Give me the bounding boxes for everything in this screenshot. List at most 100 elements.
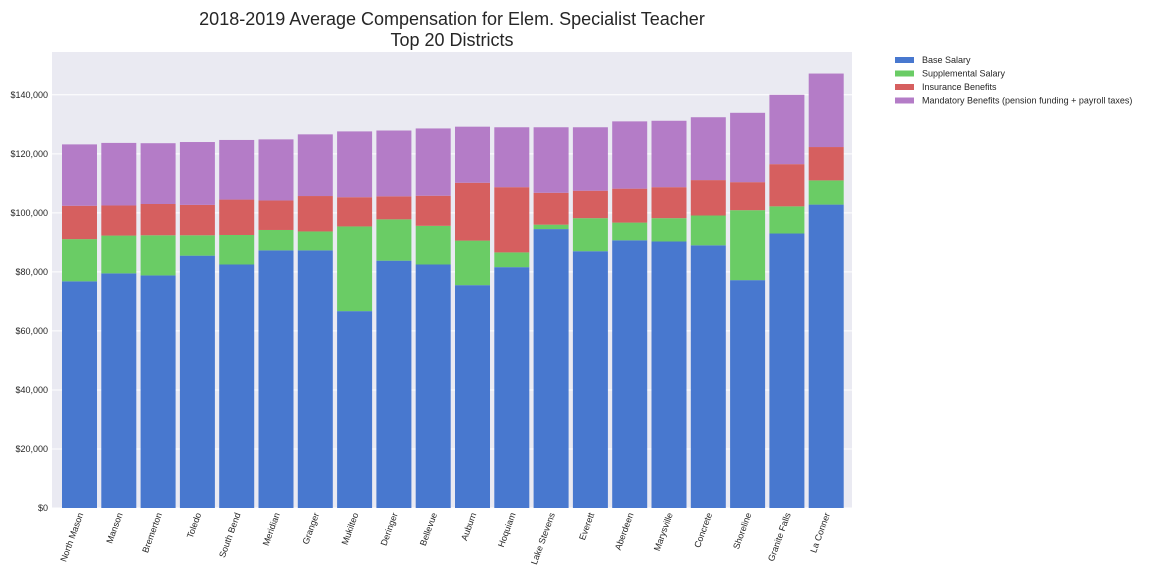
bar-segment-insurance-benefits	[415, 195, 451, 226]
bar-segment-base-salary	[219, 264, 255, 508]
bar-segment-base-salary	[769, 233, 805, 508]
bar-segment-base-salary	[455, 285, 490, 508]
bar-segment-insurance-benefits	[769, 164, 805, 207]
bar-segment-supplemental-salary	[612, 222, 648, 241]
x-tick-label: Deringer	[379, 511, 400, 547]
bar-segment-base-salary	[179, 255, 215, 508]
bar-segment-insurance-benefits	[101, 205, 137, 236]
x-tick-label: Mukilteo	[340, 511, 361, 546]
bar-segment-insurance-benefits	[494, 187, 530, 253]
legend-swatch	[895, 70, 914, 77]
bar-segment-mandatory-benefits	[808, 73, 844, 148]
bar-segment-supplemental-salary	[140, 235, 176, 276]
bar-segment-mandatory-benefits	[101, 142, 137, 206]
bar-segment-base-salary	[415, 264, 451, 508]
y-tick-label: $140,000	[10, 90, 48, 100]
y-tick-label: $20,000	[15, 444, 48, 454]
legend-label: Supplemental Salary	[922, 69, 1006, 79]
chart-title-line-1: 2018-2019 Average Compensation for Elem.…	[199, 9, 705, 29]
bar-segment-base-salary	[101, 273, 137, 508]
x-tick-label: Auburn	[459, 511, 478, 542]
bar-segment-supplemental-salary	[769, 206, 805, 234]
bar-segment-supplemental-salary	[730, 210, 766, 281]
bar-segment-supplemental-salary	[376, 219, 412, 261]
bar-segment-insurance-benefits	[533, 192, 569, 225]
bar-segment-insurance-benefits	[651, 187, 687, 219]
bar-segment-base-salary	[494, 267, 530, 508]
x-tick-label: North Mason	[58, 511, 85, 563]
bar-segment-mandatory-benefits	[612, 121, 648, 189]
bar-segment-base-salary	[337, 311, 373, 508]
bar-segment-mandatory-benefits	[769, 94, 805, 165]
bar-segment-mandatory-benefits	[337, 131, 373, 198]
x-tick-label: Shoreline	[731, 511, 753, 550]
bar-segment-mandatory-benefits	[140, 143, 176, 204]
bar-segment-supplemental-salary	[651, 218, 687, 242]
x-tick-label: Lake Stevens	[529, 511, 557, 566]
bar-segment-base-salary	[62, 281, 97, 508]
y-tick-label: $60,000	[15, 326, 48, 336]
bar-segment-base-salary	[651, 241, 687, 508]
bar-segment-supplemental-salary	[101, 235, 137, 274]
bar-segment-insurance-benefits	[297, 196, 333, 232]
bar-segment-base-salary	[730, 280, 766, 508]
bar-segment-mandatory-benefits	[258, 139, 294, 201]
bar-segment-mandatory-benefits	[376, 130, 412, 197]
y-tick-label: $80,000	[15, 267, 48, 277]
bar-segment-supplemental-salary	[572, 218, 608, 252]
bar-segment-insurance-benefits	[730, 182, 766, 211]
y-tick-label: $0	[38, 503, 48, 513]
bar-segment-mandatory-benefits	[415, 128, 451, 196]
legend-label: Mandatory Benefits (pension funding + pa…	[922, 96, 1132, 106]
bar-segment-supplemental-salary	[533, 224, 569, 230]
bar-segment-supplemental-salary	[179, 235, 215, 256]
legend-swatch	[895, 84, 914, 90]
bar-segment-mandatory-benefits	[572, 127, 608, 191]
bar-segment-insurance-benefits	[612, 188, 648, 223]
bar-segment-base-salary	[808, 204, 844, 509]
bar-segment-supplemental-salary	[808, 180, 844, 205]
x-tick-label: Bremerton	[140, 511, 164, 554]
legend-swatch	[895, 57, 914, 63]
bar-segment-supplemental-salary	[337, 226, 373, 312]
y-tick-label: $120,000	[10, 149, 48, 159]
bar-segment-supplemental-salary	[62, 239, 97, 282]
bar-segment-supplemental-salary	[494, 252, 530, 268]
bar-segment-insurance-benefits	[808, 147, 844, 181]
bar-segment-base-salary	[572, 251, 608, 508]
bar-segment-supplemental-salary	[258, 229, 294, 251]
bar-segment-supplemental-salary	[219, 234, 255, 265]
bar-segment-base-salary	[690, 245, 726, 509]
bar-segment-insurance-benefits	[140, 204, 176, 236]
bar-segment-base-salary	[297, 250, 333, 508]
bar-segment-mandatory-benefits	[455, 126, 490, 183]
x-tick-label: Hoquiam	[496, 511, 518, 548]
bar-segment-insurance-benefits	[376, 196, 412, 220]
x-tick-label: Marysville	[652, 511, 675, 552]
bar-segment-mandatory-benefits	[494, 127, 530, 188]
bar-segment-mandatory-benefits	[690, 117, 726, 181]
x-tick-label: South Bend	[217, 511, 242, 559]
y-tick-label: $100,000	[10, 208, 48, 218]
bar-segment-mandatory-benefits	[730, 112, 766, 183]
x-tick-label: Bellevue	[418, 511, 439, 547]
bar-segment-insurance-benefits	[455, 182, 490, 241]
x-tick-label: Manson	[104, 511, 124, 545]
legend: Base Salary Supplemental Salary Insurance …	[895, 55, 1132, 106]
x-tick-label: Everett	[577, 511, 596, 542]
bar-segment-mandatory-benefits	[533, 127, 569, 193]
x-tick-label: Aberdeen	[613, 511, 636, 551]
x-tick-label: Granger	[300, 511, 321, 545]
bars	[62, 73, 844, 509]
bar-segment-insurance-benefits	[179, 204, 215, 236]
x-tick-label: Granite Falls	[766, 511, 793, 563]
chart-title-line-2: Top 20 Districts	[390, 30, 513, 50]
bar-segment-base-salary	[612, 240, 648, 508]
x-tick-label: Concrete	[692, 511, 714, 549]
legend-label: Base Salary	[922, 55, 971, 65]
bar-segment-mandatory-benefits	[62, 144, 97, 206]
bar-segment-base-salary	[533, 229, 569, 508]
bar-segment-supplemental-salary	[297, 231, 333, 251]
x-tick-label: La Conner	[808, 511, 832, 554]
